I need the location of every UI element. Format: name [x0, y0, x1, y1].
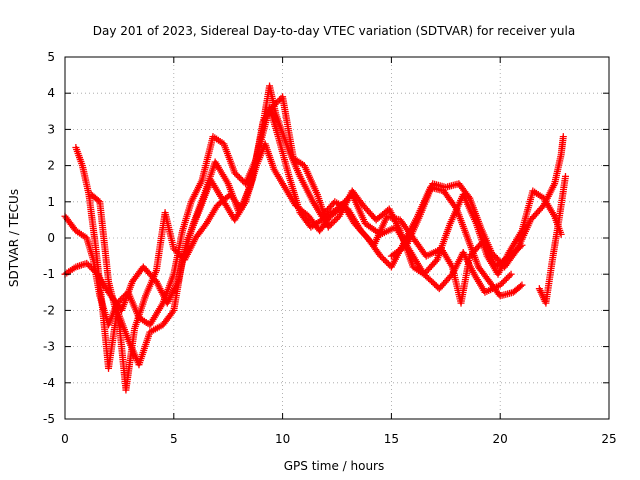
data-point — [432, 257, 440, 265]
data-point — [268, 104, 276, 112]
data-point — [170, 245, 178, 253]
data-point — [499, 278, 507, 286]
data-point — [324, 223, 332, 231]
data-point — [235, 173, 243, 181]
data-point — [272, 99, 280, 107]
data-point — [237, 175, 245, 183]
x-axis-label: GPS time / hours — [284, 459, 385, 473]
data-point — [377, 252, 385, 260]
data-point — [116, 296, 124, 304]
y-tick-label: -3 — [43, 340, 55, 354]
data-point — [501, 276, 509, 284]
data-point — [84, 261, 92, 269]
y-tick-label: 3 — [47, 122, 55, 136]
y-tick-label: -4 — [43, 376, 55, 390]
y-tick-label: 5 — [47, 50, 55, 64]
data-point — [498, 280, 506, 288]
data-point — [86, 262, 94, 270]
y-tick-label: -5 — [43, 412, 55, 426]
x-tick-label: 25 — [601, 432, 616, 446]
data-point — [83, 259, 91, 267]
series-trace-2 — [72, 82, 526, 372]
data-point — [559, 133, 567, 141]
data-point — [327, 220, 335, 228]
data-point — [91, 267, 99, 275]
data-point — [332, 215, 340, 223]
data-point — [383, 258, 391, 266]
data-point — [271, 101, 279, 109]
y-tick-label: -2 — [43, 303, 55, 317]
y-tick-labels: -5 -4 -3 -2 -1 0 1 2 3 4 5 — [43, 50, 55, 426]
data-point — [234, 172, 242, 180]
data-point — [378, 254, 386, 262]
data-point — [329, 218, 337, 226]
series-trace-6 — [535, 172, 569, 307]
data-point — [269, 102, 277, 110]
data-point — [176, 251, 184, 259]
data-point — [89, 266, 97, 274]
x-tick-labels: 0 5 10 15 20 25 — [61, 432, 616, 446]
y-tick-label: 1 — [47, 195, 55, 209]
data-point — [506, 272, 514, 280]
data-point — [518, 281, 526, 289]
y-tick-label: 4 — [47, 86, 55, 100]
data-point — [171, 246, 179, 254]
data-point — [173, 248, 181, 256]
series-trace-4 — [87, 93, 565, 394]
data-point — [238, 177, 246, 185]
y-tick-label: 2 — [47, 159, 55, 173]
series-trace-5 — [387, 133, 567, 271]
data-point — [384, 260, 392, 268]
x-tick-label: 0 — [61, 432, 69, 446]
y-tick-label: -1 — [43, 267, 55, 281]
data-point — [502, 275, 510, 283]
data-points — [61, 82, 569, 394]
data-point — [331, 217, 339, 225]
data-point — [517, 282, 525, 290]
data-point — [169, 308, 177, 316]
data-point — [380, 255, 388, 263]
y-axis-label: SDTVAR / TECUs — [7, 189, 21, 287]
data-point — [504, 273, 512, 281]
data-point — [465, 193, 473, 201]
axis-ticks — [64, 56, 610, 420]
data-point — [381, 257, 389, 265]
data-point — [334, 214, 342, 222]
data-point — [174, 250, 182, 258]
data-point — [326, 222, 334, 230]
data-point — [507, 270, 515, 278]
data-point — [231, 169, 239, 177]
data-point — [232, 170, 240, 178]
data-point — [275, 96, 283, 104]
x-tick-label: 5 — [170, 432, 178, 446]
y-tick-label: 0 — [47, 231, 55, 245]
data-point — [561, 172, 569, 180]
grid-lines — [65, 57, 609, 419]
data-point — [496, 281, 504, 289]
data-point — [512, 247, 520, 255]
data-point — [87, 264, 95, 272]
x-tick-label: 10 — [275, 432, 290, 446]
chart-title: Day 201 of 2023, Sidereal Day-to-day VTE… — [93, 24, 575, 38]
x-tick-label: 15 — [384, 432, 399, 446]
x-tick-label: 20 — [493, 432, 508, 446]
